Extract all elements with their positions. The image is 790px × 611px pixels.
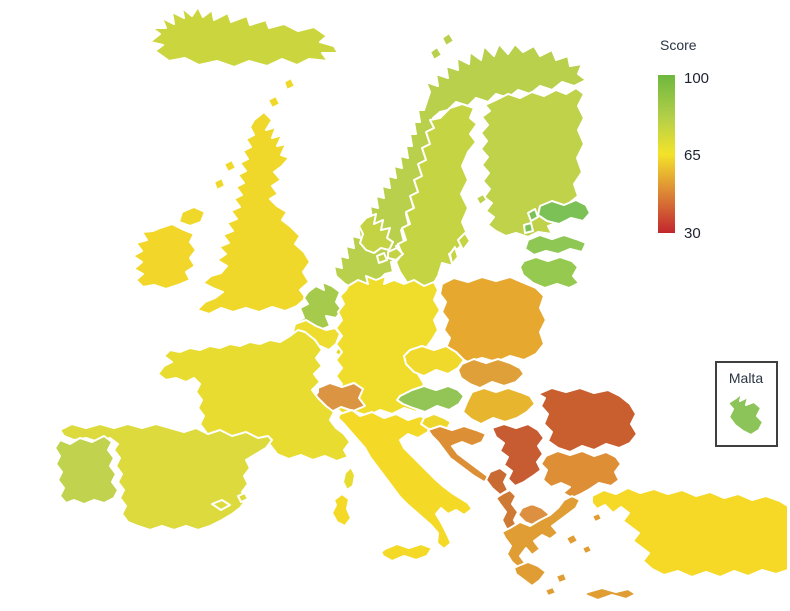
country-greece-island[interactable] [565,533,579,546]
country-iceland[interactable] [149,6,339,68]
country-croatia[interactable] [427,425,491,483]
malta-inset: Malta [715,361,778,447]
country-france-corsica[interactable] [342,466,356,491]
country-spain-island[interactable] [211,499,231,511]
country-united-kingdom-northern-ireland[interactable] [178,206,206,227]
country-czechia[interactable] [403,345,465,377]
country-portugal[interactable] [54,435,119,505]
country-turkey[interactable] [591,487,789,578]
country-greece-island[interactable] [544,586,557,597]
legend-title: Score [660,37,697,53]
country-finland[interactable] [480,87,585,238]
country-finland-island[interactable] [475,193,488,206]
country-denmark-island[interactable] [387,247,404,261]
legend-tick-max: 100 [684,70,709,87]
legend: Score 100 65 30 [658,37,709,242]
country-italy-sicily[interactable] [380,543,433,562]
country-bulgaria[interactable] [540,450,622,499]
legend-tick-mid: 65 [684,147,701,164]
country-ireland[interactable] [132,223,197,290]
country-united-kingdom-island[interactable] [213,177,226,191]
country-norway-island[interactable] [429,46,443,61]
country-estonia-island[interactable] [527,208,539,222]
country-denmark-island[interactable] [376,252,388,264]
country-united-kingdom-island[interactable] [223,159,237,173]
country-slovakia[interactable] [457,358,525,389]
country-estonia[interactable] [537,199,591,225]
country-sweden-island[interactable] [457,232,471,251]
country-greece-crete[interactable] [583,587,637,601]
legend-tick-min: 30 [684,225,701,242]
country-italy-sardinia[interactable] [331,493,352,527]
country-united-kingdom-island[interactable] [283,77,296,91]
country-united-kingdom[interactable] [196,111,311,315]
country-malta[interactable] [727,392,764,436]
country-estonia-island[interactable] [523,222,534,234]
country-greece[interactable] [501,495,581,570]
country-sweden-island[interactable] [449,246,459,265]
country-spain-island[interactable] [237,492,249,503]
country-latvia[interactable] [524,234,587,256]
map-layer [54,6,789,601]
country-poland[interactable] [439,276,547,363]
legend-gradient-bar [658,75,675,233]
malta-inset-label: Malta [729,370,763,386]
country-netherlands[interactable] [295,281,343,331]
country-lithuania[interactable] [519,256,580,289]
country-montenegro[interactable] [485,467,509,496]
country-greece-peloponnese[interactable] [513,561,547,587]
country-greece-island[interactable] [555,572,568,584]
country-greece-island[interactable] [591,512,603,523]
country-hungary[interactable] [462,387,536,425]
country-united-kingdom-island[interactable] [267,95,281,109]
country-austria[interactable] [396,385,465,413]
country-greece-island[interactable] [581,544,593,555]
country-norway-island[interactable] [441,32,455,47]
country-romania[interactable] [537,387,638,453]
country-denmark[interactable] [358,213,394,254]
country-serbia[interactable] [491,423,545,487]
